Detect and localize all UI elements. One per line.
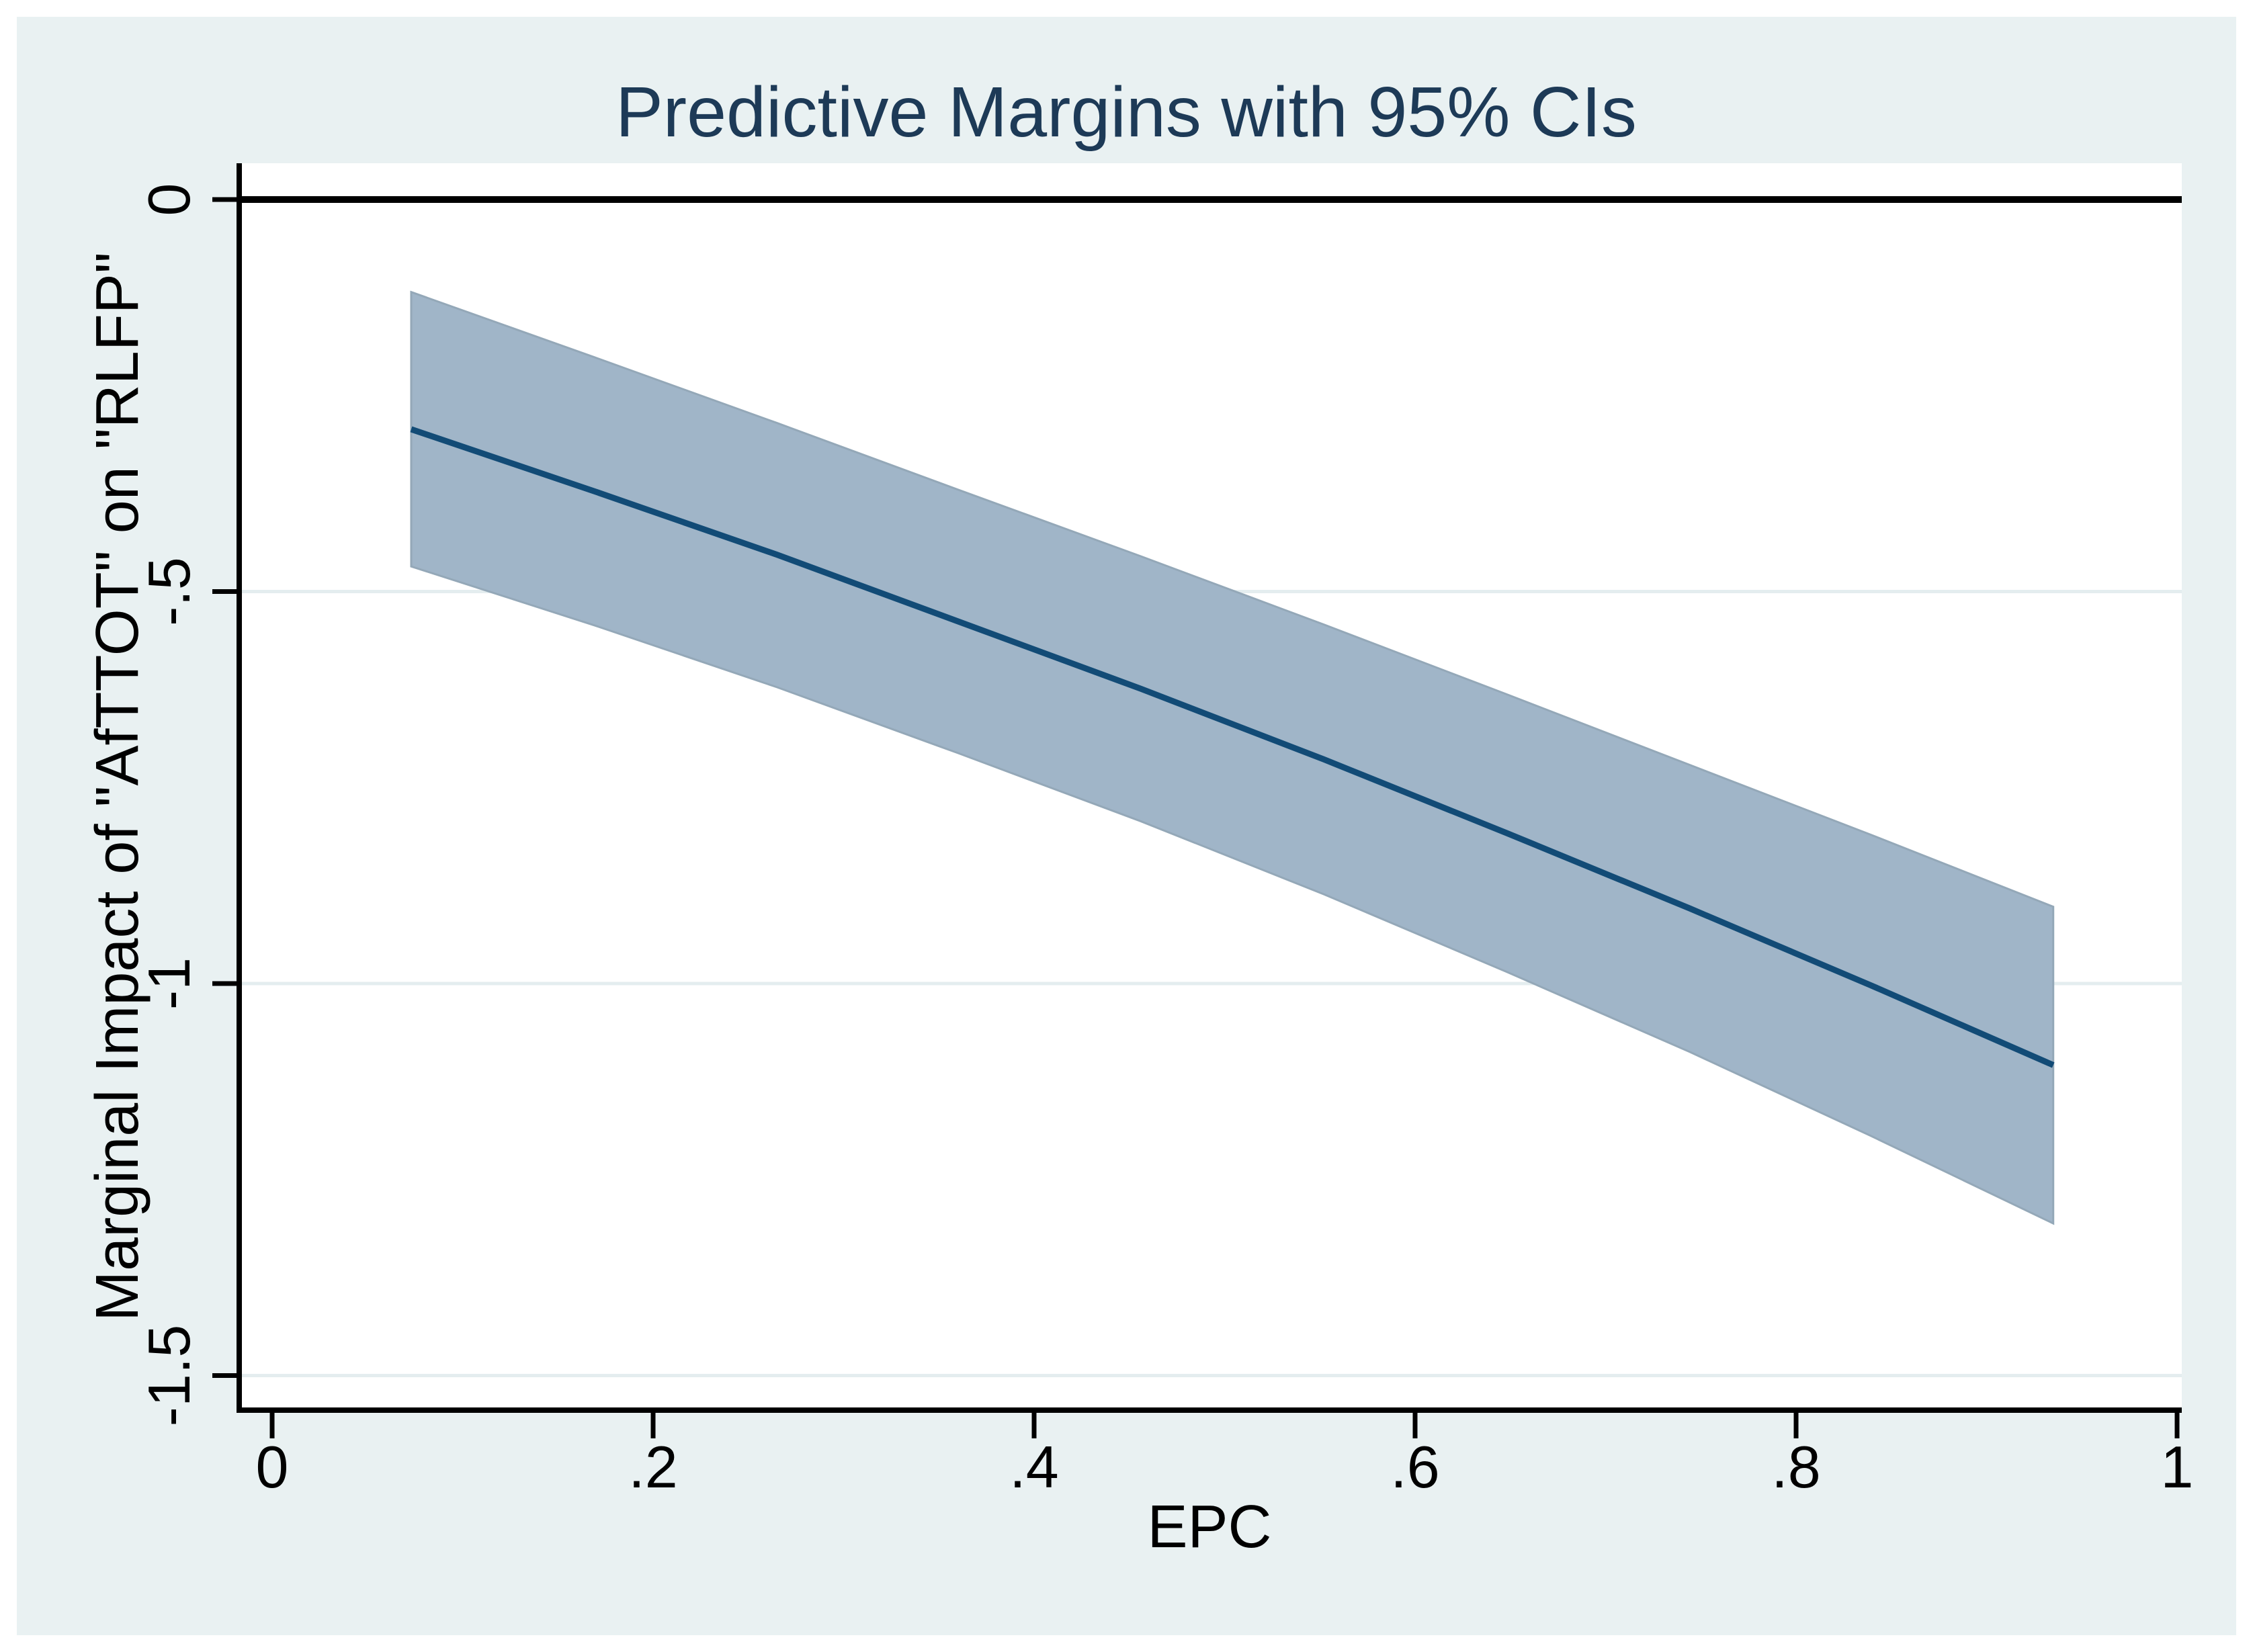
x-axis-ticks	[269, 1410, 2180, 1438]
x-axis-tick-labels: 0 .2 .4 .6 .8 1	[256, 1434, 2194, 1500]
y-tick-label: 0	[136, 183, 202, 216]
y-axis-title: Marginal Impact of "AfTTOT" on "RLFP"	[84, 252, 151, 1321]
y-tick-label: -1	[136, 957, 202, 1010]
y-tick-label: -1.5	[136, 1325, 202, 1427]
x-tick-label: .4	[1009, 1434, 1058, 1500]
x-tick-label: 1	[2161, 1434, 2194, 1500]
x-tick-label: .8	[1771, 1434, 1820, 1500]
confidence-interval-band	[410, 290, 2055, 1225]
chart-title: Predictive Margins with 95% CIs	[615, 73, 1637, 152]
x-tick-label: 0	[256, 1434, 289, 1500]
x-axis-title: EPC	[1147, 1493, 1271, 1561]
marginal-effect-line	[410, 426, 2055, 1068]
y-tick-label: -.5	[136, 557, 202, 626]
x-tick-label: .6	[1390, 1434, 1439, 1500]
y-axis-tick-labels: 0 -.5 -1 -1.5	[136, 183, 202, 1427]
x-tick-label: .2	[628, 1434, 677, 1500]
y-axis-ticks	[212, 197, 239, 1378]
